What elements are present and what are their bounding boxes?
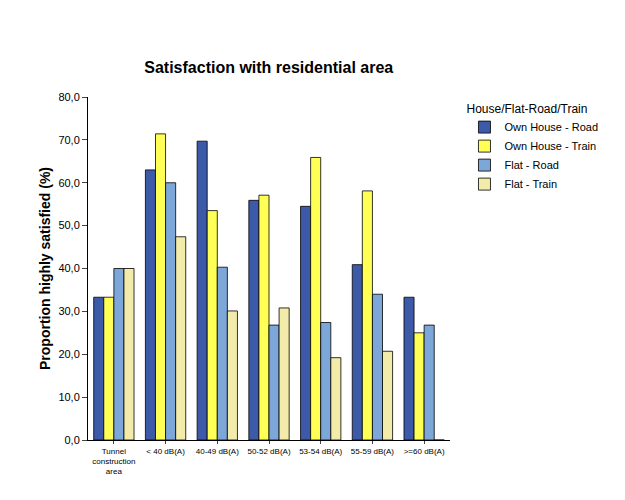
svg-text:40,0: 40,0 <box>58 262 79 274</box>
svg-text:< 40 dB(A): < 40 dB(A) <box>146 447 185 456</box>
svg-text:40-49 dB(A): 40-49 dB(A) <box>196 447 239 456</box>
svg-text:Satisfaction with residential: Satisfaction with residential area <box>144 59 393 76</box>
svg-text:50,0: 50,0 <box>58 219 79 231</box>
svg-text:Own House - Train: Own House - Train <box>504 140 596 152</box>
svg-text:Flat - Road: Flat - Road <box>504 159 558 171</box>
svg-text:Proportion highly satisfied (%: Proportion highly satisfied (%) <box>37 167 53 370</box>
svg-text:60,0: 60,0 <box>58 177 79 189</box>
svg-text:55-59 dB(A): 55-59 dB(A) <box>351 447 394 456</box>
svg-text:0,0: 0,0 <box>65 434 80 446</box>
svg-text:30,0: 30,0 <box>58 305 79 317</box>
svg-text:80,0: 80,0 <box>58 91 79 103</box>
svg-text:53-54 dB(A): 53-54 dB(A) <box>299 447 342 456</box>
svg-text:20,0: 20,0 <box>58 348 79 360</box>
svg-text:50-52 dB(A): 50-52 dB(A) <box>247 447 290 456</box>
svg-text:Own House - Road: Own House - Road <box>504 121 598 133</box>
svg-text:Tunnelconstructionarea: Tunnelconstructionarea <box>92 447 135 477</box>
svg-text:>=60 dB(A): >=60 dB(A) <box>404 447 445 456</box>
svg-text:70,0: 70,0 <box>58 134 79 146</box>
svg-text:10,0: 10,0 <box>58 391 79 403</box>
svg-text:House/Flat-Road/Train: House/Flat-Road/Train <box>466 102 587 116</box>
svg-text:Flat - Train: Flat - Train <box>504 178 557 190</box>
